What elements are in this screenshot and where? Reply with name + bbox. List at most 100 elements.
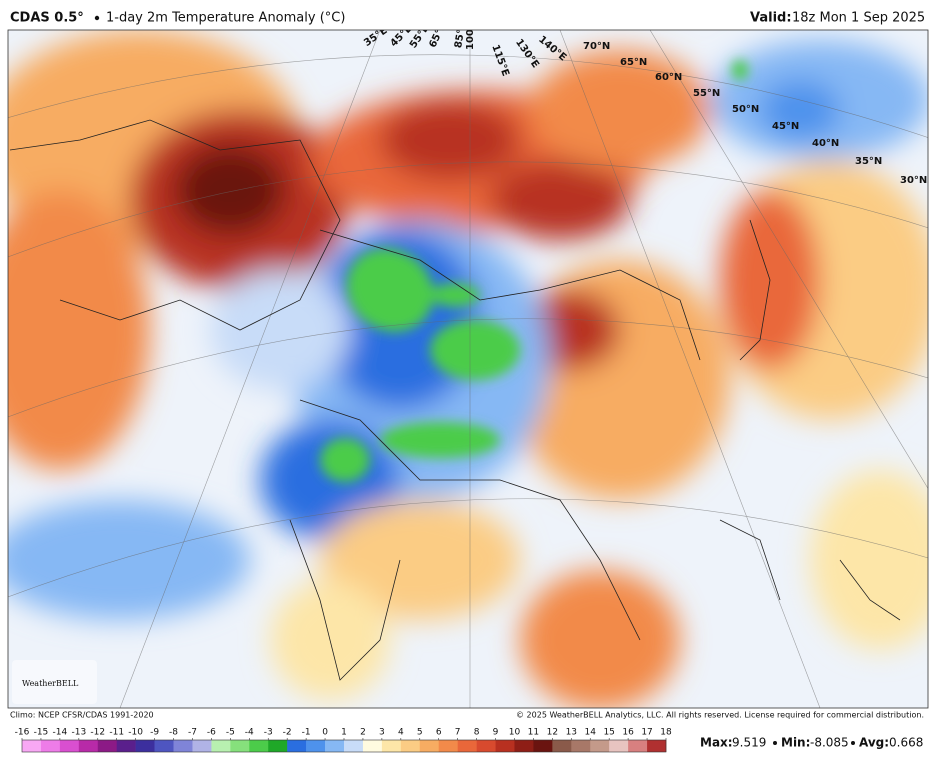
max-label: Max: [700, 736, 733, 750]
lat-label: 55°N [693, 88, 720, 99]
colorbar-tick-label: 4 [398, 728, 404, 738]
colorbar-tick-label: 14 [585, 728, 597, 738]
colorbar-swatch [325, 740, 345, 752]
colorbar-swatch [154, 740, 174, 752]
colorbar-swatch [457, 740, 477, 752]
separator [851, 741, 855, 745]
colorbar-tick-label: 6 [436, 728, 442, 738]
colorbar-swatch [495, 740, 515, 752]
stats: Max: 9.519 Min: -8.085 Avg: 0.668 [700, 736, 923, 750]
colorbar-tick-label: 11 [528, 728, 539, 738]
colorbar-tick-label: 15 [603, 728, 614, 738]
lat-label: 50°N [732, 104, 759, 115]
colorbar-tick-label: 12 [547, 728, 558, 738]
separator [94, 15, 100, 21]
colorbar-swatch [249, 740, 269, 752]
borders [9, 119, 901, 681]
colorbar-swatch [590, 740, 610, 752]
copyright: © 2025 WeatherBELL Analytics, LLC. All r… [516, 711, 924, 720]
colorbar-tick-label: 16 [622, 728, 634, 738]
colorbar-swatch [22, 740, 42, 752]
avg-label: Avg: [859, 736, 889, 750]
colorbar-tick-label: -15 [34, 728, 49, 738]
colorbar-tick-label: -16 [15, 728, 30, 738]
colorbar-tick-label: 8 [474, 728, 480, 738]
valid-time: 18z Mon 1 Sep 2025 [792, 11, 925, 26]
colorbar-tick-label: 9 [493, 728, 499, 738]
colorbar-swatch [609, 740, 629, 752]
lat-label: 70°N [583, 41, 610, 52]
colorbar-tick-label: -2 [283, 728, 292, 738]
colorbar-swatch [135, 740, 155, 752]
colorbar-tick-label: 13 [566, 728, 577, 738]
colorbar-swatch [344, 740, 364, 752]
colorbar-swatch [381, 740, 402, 752]
map: 35°E 45°E 55°E 65°E 85°E 100°E 115°E 130… [8, 17, 928, 708]
colorbar-tick-label: 1 [341, 728, 347, 738]
colorbar-tick-label: 10 [509, 728, 521, 738]
logo-text: WeatherBELL [22, 679, 79, 688]
anomaly-field [8, 30, 928, 708]
colorbar-swatch [59, 740, 80, 752]
lon-label: 85°E [453, 22, 468, 49]
colorbar-tick-label: 17 [641, 728, 652, 738]
colorbar-swatch [40, 740, 61, 752]
colorbar-swatch [192, 740, 212, 752]
colorbar-swatch [230, 740, 250, 752]
max-value: 9.519 [732, 736, 766, 750]
colorbar-swatch [173, 740, 193, 752]
colorbar-tick-label: 18 [660, 728, 672, 738]
lat-label: 60°N [655, 72, 682, 83]
climo-note: Climo: NCEP CFSR/CDAS 1991-2020 [10, 711, 154, 720]
colorbar-tick-label: 2 [360, 728, 366, 738]
colorbar-swatch [306, 740, 326, 752]
lat-label: 65°N [620, 57, 647, 68]
colorbar-tick-label: -11 [109, 728, 124, 738]
colorbar-tick-label: -5 [226, 728, 235, 738]
colorbar-swatch [400, 740, 421, 752]
colorbar-tick-label: -4 [245, 728, 254, 738]
colorbar-swatch [211, 740, 231, 752]
min-value: -8.085 [810, 736, 849, 750]
colorbar-tick-label: 5 [417, 728, 423, 738]
colorbar-swatch [514, 740, 534, 752]
lon-label: 100°E [465, 17, 476, 50]
colorbar-tick-label: -3 [264, 728, 273, 738]
model-name: CDAS 0.5° [10, 11, 84, 26]
colorbar-swatch [533, 740, 553, 752]
colorbar-tick-label: -7 [188, 728, 197, 738]
colorbar-swatch [362, 740, 383, 752]
colorbar-swatch [647, 740, 667, 752]
logo: WeatherBELL [12, 660, 97, 704]
colorbar-tick-label: -6 [207, 728, 216, 738]
colorbar-swatch [78, 740, 99, 752]
colorbar-swatch [268, 740, 288, 752]
colorbar-swatch [438, 740, 458, 752]
colorbar-tick-label: 7 [455, 728, 461, 738]
min-label: Min: [781, 736, 810, 750]
colorbar-tick-label: -8 [169, 728, 178, 738]
lat-label: 35°N [855, 156, 882, 167]
colorbar-tick-label: 3 [379, 728, 385, 738]
colorbar-swatch [571, 740, 591, 752]
colorbar-tick-label: -10 [128, 728, 143, 738]
separator [773, 741, 777, 745]
colorbar-tick-label: -14 [53, 728, 68, 738]
colorbar-swatch [116, 740, 136, 752]
map-frame [7, 29, 929, 709]
avg-value: 0.668 [889, 736, 923, 750]
colorbar-tick-label: 0 [322, 728, 328, 738]
colorbar-swatch [628, 740, 648, 752]
colorbar-swatch [476, 740, 496, 752]
colorbar-tick-label: -1 [302, 728, 311, 738]
graticule [8, 30, 928, 708]
lat-label: 45°N [772, 121, 799, 132]
colorbar-swatch [552, 740, 572, 752]
colorbar-swatch [287, 740, 307, 752]
lat-label: 40°N [812, 138, 839, 149]
colorbar-tick-label: -13 [71, 728, 86, 738]
valid-label: Valid: [750, 11, 792, 26]
colorbar-swatch [97, 740, 118, 752]
lat-labels: 70°N 65°N 60°N 55°N 50°N 45°N 40°N 35°N … [583, 41, 927, 186]
